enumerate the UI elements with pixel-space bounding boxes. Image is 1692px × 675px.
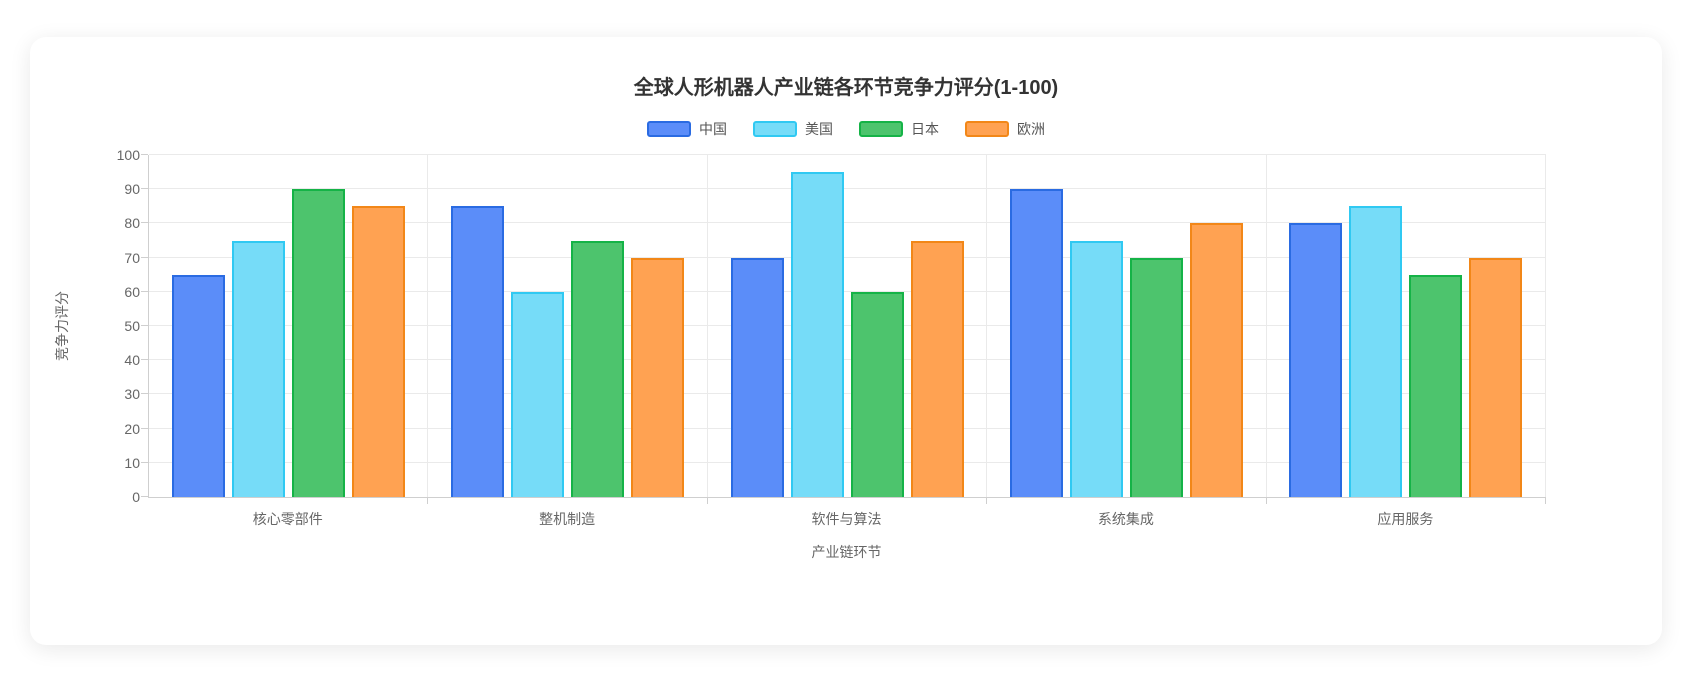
x-label-2: 软件与算法 [811, 511, 882, 527]
y-tick-label: 60 [124, 283, 140, 300]
y-tick-mark [141, 359, 148, 361]
x-label-4: 应用服务 [1377, 511, 1434, 527]
x-label-0: 核心零部件 [252, 511, 323, 527]
legend-label: 日本 [911, 121, 939, 137]
bar-中国-应用服务[interactable] [1289, 223, 1343, 497]
y-tick-label: 40 [124, 352, 140, 369]
bar-中国-软件与算法[interactable] [730, 257, 784, 497]
legend-label: 美国 [805, 121, 833, 137]
legend-swatch-icon [647, 121, 691, 137]
y-tick-mark [141, 188, 148, 190]
bar-日本-软件与算法[interactable] [850, 291, 904, 497]
bar-中国-整机制造[interactable] [451, 206, 505, 497]
legend-item-3[interactable]: 欧洲 [965, 119, 1045, 139]
y-tick-label: 80 [124, 215, 140, 232]
legend-label: 欧洲 [1017, 121, 1045, 137]
plot-area [148, 154, 1547, 504]
legend-swatch-icon [753, 121, 797, 137]
bar-日本-应用服务[interactable] [1409, 274, 1463, 497]
y-tick-label: 70 [124, 249, 140, 266]
bar-group-4 [1267, 155, 1547, 504]
y-tick-mark [141, 393, 148, 395]
bar-中国-系统集成[interactable] [1009, 189, 1063, 497]
y-tick-mark [141, 222, 148, 224]
bar-chart: 全球人形机器人产业链各环节竞争力评分(1-100) 中国 美国 日本 欧洲 竞争力评分… [30, 37, 1662, 645]
bar-美国-软件与算法[interactable] [790, 172, 844, 497]
bar-欧洲-应用服务[interactable] [1469, 257, 1523, 497]
bar-欧洲-系统集成[interactable] [1189, 223, 1243, 497]
bar-group-3 [987, 155, 1267, 504]
x-label-3: 系统集成 [1097, 511, 1154, 527]
x-tick-mark [706, 498, 708, 504]
y-tick-label: 10 [124, 454, 140, 471]
bar-欧洲-整机制造[interactable] [631, 257, 685, 497]
x-label-1: 整机制造 [539, 511, 596, 527]
y-tick-mark [141, 496, 148, 497]
y-tick-label: 100 [116, 147, 140, 163]
chart-title: 全球人形机器人产业链各环节竞争力评分(1-100) [633, 77, 1059, 99]
bar-中国-核心零部件[interactable] [171, 274, 225, 497]
y-tick-label: 20 [124, 420, 140, 437]
legend-swatch-icon [965, 121, 1009, 137]
y-tick-label: 0 [132, 489, 140, 505]
bar-美国-核心零部件[interactable] [231, 240, 285, 497]
bar-欧洲-软件与算法[interactable] [910, 240, 964, 497]
bar-美国-应用服务[interactable] [1349, 206, 1403, 497]
bar-欧洲-核心零部件[interactable] [351, 206, 405, 497]
x-tick-mark [427, 498, 429, 504]
bar-group-2 [708, 155, 988, 504]
y-tick-mark [141, 290, 148, 292]
legend-item-1[interactable]: 美国 [753, 119, 833, 139]
x-axis-labels: 核心零部件 整机制造 软件与算法 系统集成 应用服务 [148, 509, 1545, 529]
x-tick-mark [1545, 498, 1547, 504]
legend-item-0[interactable]: 中国 [647, 119, 727, 139]
y-tick-mark [141, 427, 148, 429]
bar-美国-整机制造[interactable] [511, 291, 565, 497]
chart-legend: 中国 美国 日本 欧洲 [30, 119, 1662, 139]
bar-美国-系统集成[interactable] [1069, 240, 1123, 497]
y-tick-label: 90 [124, 181, 140, 198]
y-tick-label: 50 [124, 318, 140, 334]
x-tick-mark [1265, 498, 1267, 504]
y-tick-mark [141, 256, 148, 258]
bar-group-0 [149, 155, 429, 504]
legend-label: 中国 [699, 121, 727, 137]
legend-swatch-icon [859, 121, 903, 137]
y-axis-ticks: 0 10 20 30 40 50 60 70 80 90 100 [30, 147, 148, 505]
bar-日本-系统集成[interactable] [1129, 257, 1183, 497]
bar-日本-整机制造[interactable] [571, 240, 625, 497]
chart-card: 全球人形机器人产业链各环节竞争力评分(1-100) 中国 美国 日本 欧洲 竞争力评分… [30, 37, 1662, 645]
legend-item-2[interactable]: 日本 [859, 119, 939, 139]
y-tick-mark [141, 154, 148, 155]
bar-日本-核心零部件[interactable] [291, 189, 345, 497]
bar-group-1 [428, 155, 708, 504]
y-tick-mark [141, 325, 148, 326]
x-tick-mark [986, 498, 988, 504]
x-axis-title: 产业链环节 [811, 544, 882, 560]
y-tick-label: 30 [124, 386, 140, 403]
y-tick-mark [141, 461, 148, 463]
